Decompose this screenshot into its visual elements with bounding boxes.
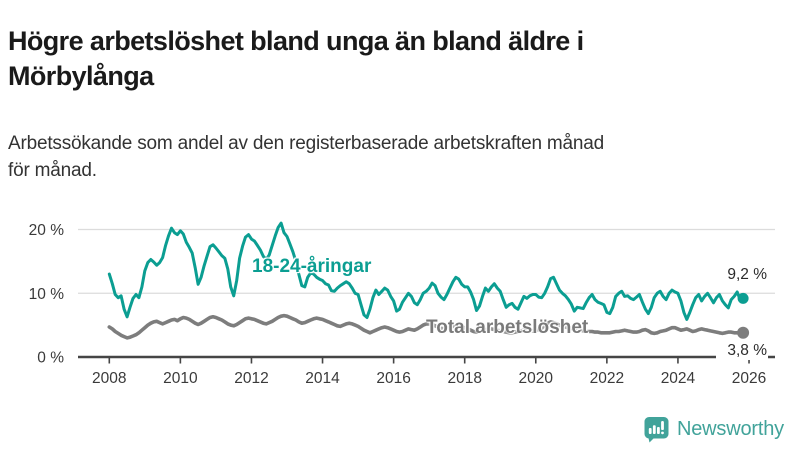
- page-title-line2: Mörbylånga: [8, 60, 154, 91]
- newsworthy-logo-text: Newsworthy: [677, 418, 784, 440]
- newsworthy-logo[interactable]: Newsworthy: [644, 416, 784, 443]
- svg-text:2024: 2024: [661, 370, 696, 387]
- page-title: Högre arbetslöshet bland unga än bland ä…: [8, 24, 792, 93]
- svg-text:2018: 2018: [447, 370, 481, 387]
- chart-subtitle-line2: för månad.: [8, 159, 97, 181]
- svg-text:2010: 2010: [163, 370, 198, 387]
- svg-text:0 %: 0 %: [37, 350, 64, 367]
- newsworthy-logo-icon: [644, 417, 669, 443]
- svg-text:20 %: 20 %: [29, 222, 65, 239]
- series-label-youth: 18-24-åringar: [252, 256, 372, 277]
- series-label-total: Total arbetslöshet: [426, 317, 589, 338]
- chart-subtitle-line1: Arbetssökande som andel av den registerb…: [8, 133, 605, 154]
- svg-text:2016: 2016: [376, 370, 410, 387]
- svg-text:10 %: 10 %: [29, 286, 65, 303]
- end-value-label-youth: 9,2 %: [727, 266, 767, 283]
- svg-text:2012: 2012: [234, 370, 268, 387]
- svg-text:2026: 2026: [732, 370, 766, 387]
- svg-text:2022: 2022: [590, 370, 624, 387]
- svg-text:2014: 2014: [305, 370, 340, 387]
- end-value-label-total: 3,8 %: [716, 342, 768, 360]
- svg-text:2008: 2008: [92, 370, 126, 387]
- chart-subtitle: Arbetssökande som andel av den registerb…: [8, 131, 796, 185]
- svg-text:2020: 2020: [519, 370, 554, 387]
- page-title-line1: Högre arbetslöshet bland unga än bland ä…: [8, 26, 584, 57]
